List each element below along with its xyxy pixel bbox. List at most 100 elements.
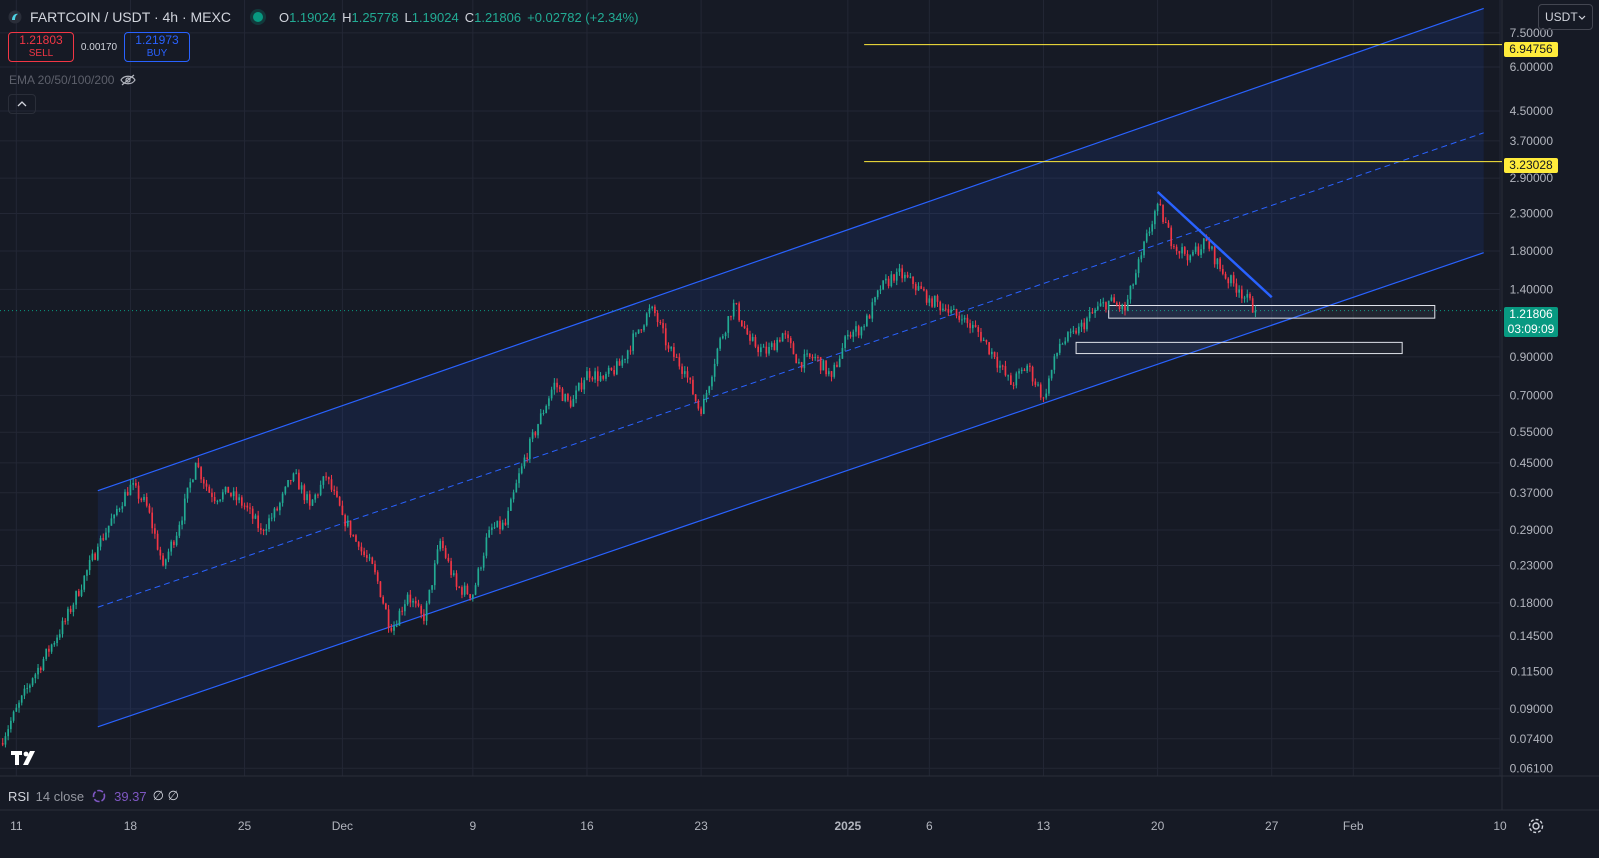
candle-body	[822, 360, 825, 371]
rsi-legend[interactable]: RSI 14 close 39.37 ∅ ∅	[8, 788, 179, 804]
candle-body	[507, 510, 509, 525]
candle-body	[561, 388, 564, 401]
candle-body	[333, 489, 336, 492]
candle-body	[735, 303, 738, 305]
currency-selector[interactable]: USDT	[1538, 4, 1593, 30]
candle-body	[45, 648, 48, 659]
candle-body	[1113, 297, 1115, 303]
candle-body	[1251, 298, 1254, 313]
candle-body	[208, 486, 211, 493]
candle-body	[192, 479, 194, 483]
candle-body	[694, 394, 697, 401]
candle-body	[91, 553, 94, 561]
candle-body	[357, 541, 360, 547]
candle-body	[958, 315, 961, 320]
sell-button[interactable]: 1.21803 SELL	[8, 32, 74, 62]
candle-body	[732, 303, 735, 317]
candle-body	[1026, 365, 1029, 371]
price-tick-label: 1.40000	[1510, 282, 1554, 296]
eye-hidden-icon[interactable]	[120, 74, 137, 86]
candle-body	[558, 387, 561, 389]
candle-body	[379, 581, 382, 598]
channel-lower-line	[97, 252, 1484, 728]
time-tick-label: 25	[238, 819, 252, 833]
symbol-title[interactable]: FARTCOIN / USDT · 4h · MEXC	[30, 9, 231, 25]
candle-body	[366, 555, 368, 558]
current-price: 1.21806	[1509, 307, 1553, 321]
candle-body	[279, 502, 281, 511]
ema-legend[interactable]: EMA 20/50/100/200	[9, 73, 137, 87]
candle-body	[53, 643, 56, 645]
candle-body	[31, 678, 34, 686]
price-tick-label: 0.14500	[1510, 629, 1554, 643]
collapse-legend-button[interactable]	[8, 94, 36, 114]
time-tick-label: 6	[926, 819, 933, 833]
candle-body	[18, 702, 20, 708]
candle-body	[1102, 302, 1105, 304]
candle-body	[529, 438, 531, 459]
price-tick-label: 0.45000	[1510, 456, 1554, 470]
candle-body	[678, 357, 681, 367]
candle-body	[950, 309, 952, 313]
candle-body	[289, 480, 292, 482]
candle-body	[1249, 294, 1251, 299]
candle-body	[626, 350, 629, 359]
candle-body	[461, 587, 463, 595]
candle-body	[830, 371, 833, 377]
price-tick-label: 0.18000	[1510, 596, 1554, 610]
candle-body	[895, 271, 898, 281]
candle-body	[1230, 275, 1232, 284]
candle-body	[607, 367, 610, 374]
candle-body	[224, 486, 227, 493]
candle-body	[827, 371, 830, 375]
candle-body	[368, 557, 371, 559]
candle-body	[455, 573, 458, 587]
candle-body	[1004, 366, 1007, 376]
candle-body	[1099, 303, 1102, 307]
tradingview-logo-icon[interactable]	[11, 749, 41, 767]
candle-body	[686, 371, 689, 378]
candle-body	[387, 609, 390, 629]
candle-body	[515, 483, 518, 493]
candle-body	[1129, 285, 1132, 300]
candle-body	[510, 499, 512, 511]
candle-body	[205, 483, 208, 487]
candle-body	[890, 274, 893, 287]
candle-body	[1048, 378, 1050, 394]
candle-body	[1243, 297, 1246, 299]
price-tick-label: 0.23000	[1510, 558, 1554, 572]
time-tick-label: 27	[1265, 819, 1279, 833]
candle-body	[69, 608, 72, 613]
candle-body	[107, 525, 110, 533]
candle-body	[1012, 384, 1015, 386]
buy-button[interactable]: 1.21973 BUY	[124, 32, 190, 62]
candle-body	[966, 317, 969, 324]
candle-body	[1050, 369, 1053, 379]
candle-body	[1058, 343, 1061, 353]
candle-body	[64, 620, 67, 622]
level-price-tag-mid: 3.23028	[1504, 158, 1558, 173]
time-tick-label: 13	[1037, 819, 1051, 833]
candle-body	[406, 594, 409, 605]
candle-body	[518, 473, 520, 484]
candle-body	[439, 540, 442, 550]
market-status-icon	[252, 12, 263, 22]
candle-body	[135, 483, 137, 486]
candle-body	[1173, 246, 1175, 248]
settings-icon[interactable]	[1527, 817, 1545, 835]
candle-body	[776, 339, 779, 351]
time-tick-label: 10	[1493, 819, 1507, 833]
candle-body	[659, 321, 662, 323]
regression-channel	[97, 7, 1484, 728]
candle-body	[344, 514, 346, 527]
candle-body	[124, 491, 126, 507]
candle-body	[531, 432, 534, 439]
candle-body	[645, 313, 648, 326]
candle-body	[1186, 253, 1189, 261]
candle-body	[993, 351, 996, 357]
candle-body	[374, 563, 376, 573]
time-tick-label: 20	[1151, 819, 1165, 833]
candle-body	[29, 685, 31, 688]
candle-body	[265, 528, 268, 531]
